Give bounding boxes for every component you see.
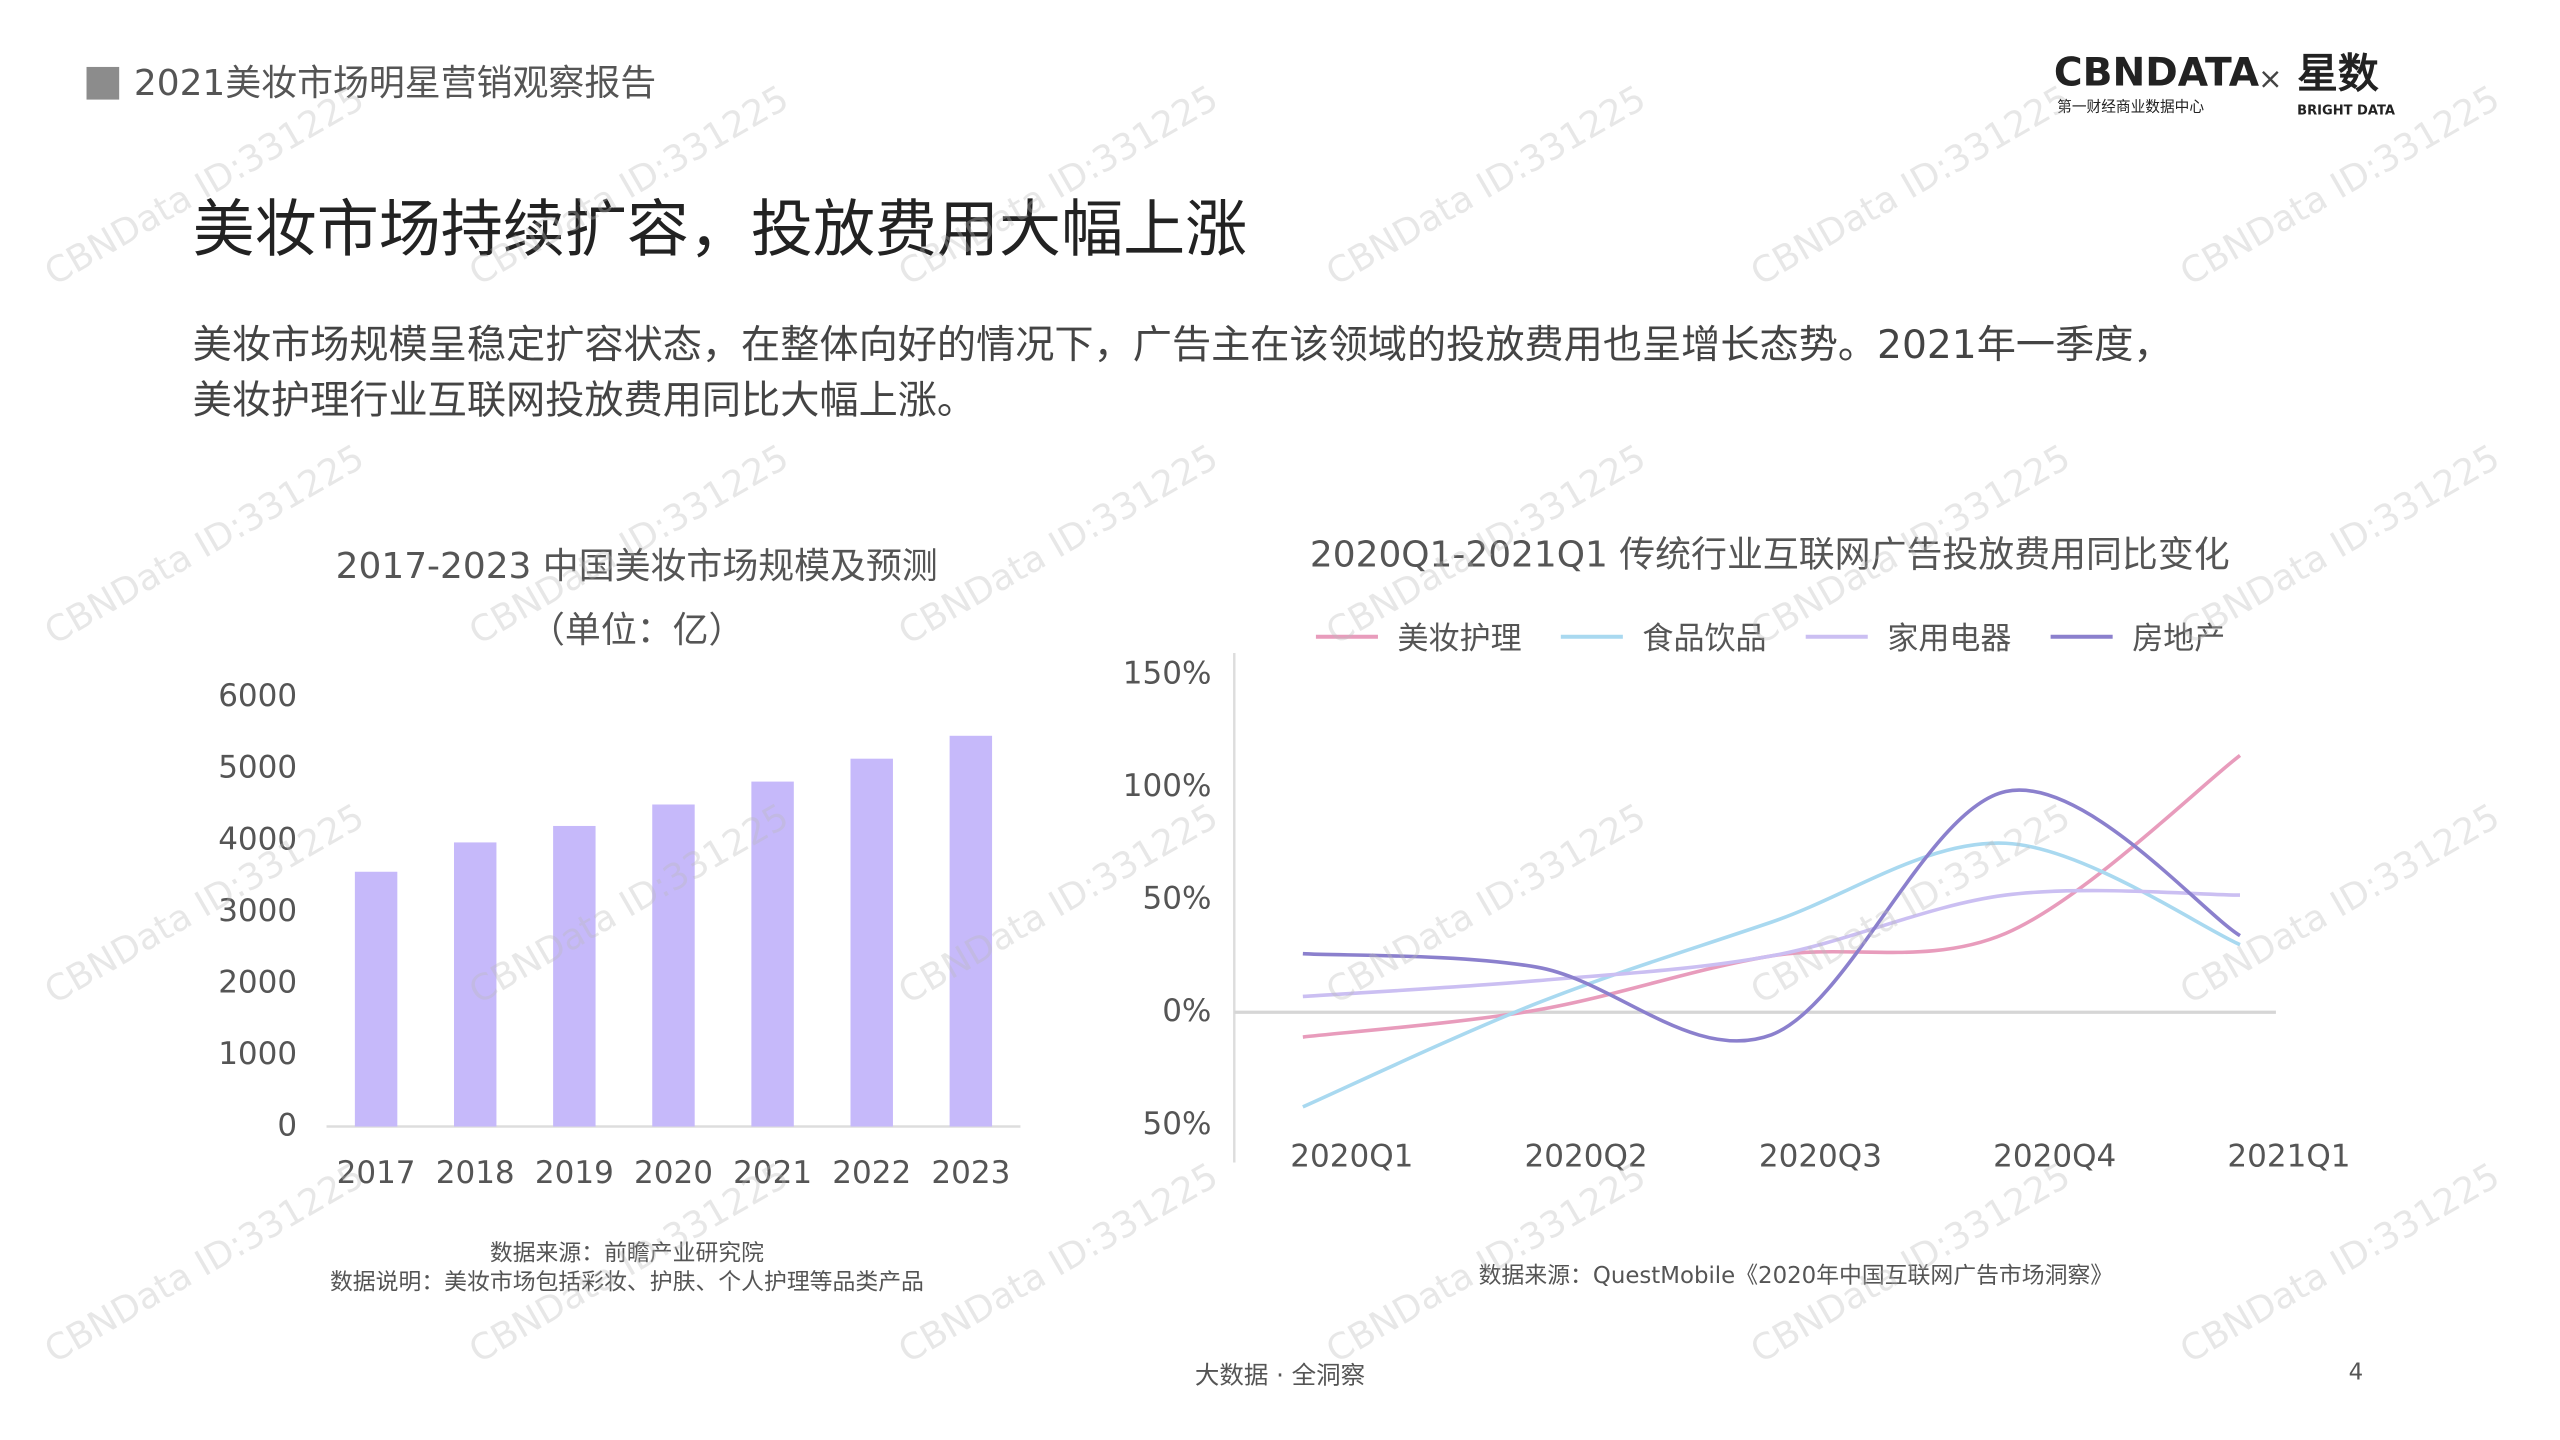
y-tick-label: 3000 — [218, 893, 297, 929]
x-tick-label: 2020Q3 — [1759, 1139, 1882, 1175]
series-line — [1302, 841, 2241, 1109]
legend-label: 家用电器 — [1887, 621, 2011, 657]
y-tick-label: 100% — [1123, 768, 1212, 804]
logo: CBNDATA — [2054, 51, 2260, 96]
legend-label: 美妆护理 — [1398, 621, 1522, 657]
watermark: CBNData ID:331225 — [1744, 78, 2077, 294]
y-tick-label: 1000 — [218, 1036, 297, 1072]
bar — [652, 804, 695, 1127]
watermark: CBNData ID:331225 — [38, 437, 371, 653]
x-tick-label: 2020Q4 — [1993, 1139, 2116, 1175]
x-tick-label: 2020Q1 — [1290, 1139, 1413, 1175]
bar — [553, 825, 596, 1127]
x-tick-label: 2020 — [634, 1155, 713, 1191]
x-tick-label: 2017 — [337, 1155, 416, 1191]
watermark: CBNData ID:331225 — [462, 796, 795, 1012]
report-name: 2021美妆市场明星营销观察报告 — [134, 63, 656, 104]
series-line — [1302, 788, 2241, 1043]
watermark: CBNData ID:331225 — [1744, 796, 2077, 1012]
partner: 星数 — [2297, 50, 2379, 98]
bar — [751, 781, 794, 1127]
footer: 大数据 · 全洞察 — [1195, 1360, 1365, 1389]
watermark: CBNData ID:331225 — [2173, 1155, 2506, 1371]
paragraph-line: 美妆市场规模呈稳定扩容状态，在整体向好的情况下，广告主在该领域的投放费用也呈增长… — [193, 323, 2173, 368]
watermark: CBNData ID:331225 — [2173, 796, 2506, 1012]
x-tick-label: 2021 — [733, 1155, 812, 1191]
y-tick-label: 5000 — [218, 750, 297, 786]
x-tick-label: 2020Q2 — [1525, 1139, 1648, 1175]
x-tick-label: 2018 — [436, 1155, 515, 1191]
x-tick-label: 2023 — [931, 1155, 1010, 1191]
cross: × — [2258, 61, 2283, 95]
watermark: CBNData ID:331225 — [892, 437, 1225, 653]
y-tick-label: 50% — [1142, 881, 1211, 917]
watermark: CBNData ID:331225 — [1320, 78, 1653, 294]
chart-subtitle: （单位：亿） — [529, 610, 744, 651]
y-tick-label: 4000 — [218, 821, 297, 857]
bar — [354, 871, 398, 1127]
y-tick-label: 150% — [1123, 655, 1212, 691]
legend-label: 食品饮品 — [1642, 621, 1766, 657]
y-tick-label: 2000 — [218, 964, 297, 1000]
paragraph-line: 美妆护理行业互联网投放费用同比大幅上涨。 — [193, 379, 976, 424]
page-number: 4 — [2349, 1360, 2364, 1386]
y-tick-label: 0% — [1162, 993, 1211, 1029]
watermark: CBNData ID:331225 — [38, 796, 371, 1012]
legend-label: 房地产 — [2132, 621, 2225, 657]
header-mark — [86, 66, 120, 100]
source-note: 数据说明：美妆市场包括彩妆、护肤、个人护理等品类产品 — [330, 1270, 924, 1296]
y-tick-label: 6000 — [218, 678, 297, 714]
bar — [949, 735, 993, 1127]
partner-sub: BRIGHT DATA — [2297, 104, 2396, 119]
x-tick-label: 2019 — [535, 1155, 614, 1191]
source-note: 数据来源：QuestMobile《2020年中国互联网广告市场洞察》 — [1479, 1263, 2113, 1289]
y-tick-label: 0 — [277, 1108, 297, 1144]
source-note: 数据来源：前瞻产业研究院 — [490, 1240, 764, 1266]
bar — [850, 758, 893, 1127]
x-tick-label: 2022 — [832, 1155, 911, 1191]
chart-title: 2017-2023 中国美妆市场规模及预测 — [336, 546, 938, 587]
chart-title: 2020Q1-2021Q1 传统行业互联网广告投放费用同比变化 — [1310, 535, 2230, 576]
x-tick-label: 2021Q1 — [2227, 1139, 2350, 1175]
watermark: CBNData ID:331225 — [38, 1155, 371, 1371]
series-line — [1302, 888, 2241, 999]
slide-title: 美妆市场持续扩容，投放费用大幅上涨 — [193, 193, 1248, 266]
bar — [453, 842, 497, 1127]
logo-sub: 第一财经商业数据中心 — [2057, 98, 2204, 116]
y-tick-label: 50% — [1142, 1106, 1211, 1142]
